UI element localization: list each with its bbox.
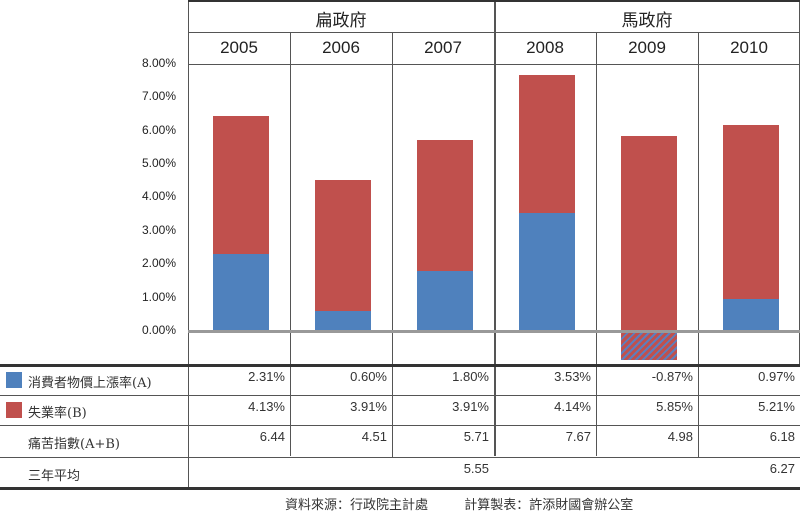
misery-value: 6.18 [769, 429, 795, 444]
year-header: 2005 [220, 38, 258, 57]
grid-line [290, 32, 291, 456]
grid-line [0, 457, 800, 458]
grid-line [392, 32, 393, 457]
grid-line [0, 487, 800, 490]
bar-unemployment-2010 [723, 124, 779, 299]
table-cell: 5.21% [758, 399, 795, 414]
misery-value: 6.44 [259, 429, 285, 444]
bar-cpi-2006 [315, 310, 371, 331]
year-header: 2008 [526, 38, 564, 57]
misery-label: 痛苦指數(A+B) [28, 437, 120, 452]
grid-line [596, 32, 597, 456]
grid-line [188, 32, 800, 33]
bar-unemployment-2009 [621, 135, 677, 331]
bar-cpi-2008 [519, 213, 575, 331]
misery-value: 4.98 [667, 429, 693, 444]
government-header: 扁政府 [315, 11, 367, 31]
y-tick-label: 2.00% [141, 256, 176, 271]
bar-cpi-2005 [213, 253, 269, 331]
grid-line [0, 425, 800, 426]
y-tick-label: 0.00% [141, 323, 176, 337]
bar-unemployment-2006 [315, 180, 371, 311]
y-tick-label: 8.00% [141, 55, 176, 70]
table-cell: 4.14% [554, 399, 591, 414]
avg-value: 5.55 [463, 461, 489, 476]
grid-line [698, 32, 699, 457]
bar-cpi-2009 [621, 331, 677, 361]
y-tick-label: 1.00% [141, 289, 176, 304]
table-cell: 2.31% [248, 369, 285, 384]
grid-line [188, 64, 800, 65]
table-cell: 0.97% [758, 369, 795, 384]
misery-value: 7.67 [565, 429, 591, 444]
grid-line [188, 0, 800, 2]
table-cell: 3.91% [452, 399, 489, 414]
table-cell: 4.13% [248, 399, 285, 414]
grid-line [494, 0, 496, 456]
misery-value: 5.71 [463, 429, 489, 444]
y-tick-label: 6.00% [141, 122, 176, 137]
bar-unemployment-2008 [519, 74, 575, 214]
table-cell: 1.80% [452, 369, 489, 384]
legend-label: 消費者物價上漲率(A) [28, 376, 152, 391]
legend-swatch [6, 372, 22, 388]
misery-value: 4.51 [361, 429, 387, 444]
grid-line [188, 0, 189, 488]
y-tick-label: 7.00% [141, 89, 176, 104]
avg-label: 三年平均 [28, 469, 81, 484]
year-header: 2010 [730, 38, 768, 57]
bar-cpi-2010 [723, 298, 779, 331]
y-tick-label: 5.00% [141, 156, 176, 170]
grid-line [0, 395, 800, 396]
bar-unemployment-2005 [213, 115, 269, 254]
bar-unemployment-2007 [417, 140, 473, 271]
table-cell: -0.87% [651, 369, 693, 384]
zero-axis [188, 330, 800, 333]
year-header: 2009 [628, 38, 666, 57]
avg-value: 6.27 [769, 461, 795, 476]
table-cell: 3.53% [554, 369, 591, 384]
year-header: 2007 [424, 38, 462, 57]
maker-note: 計算製表：許添財國會辦公室 [464, 498, 634, 513]
table-cell: 5.85% [656, 399, 693, 414]
grid-line [0, 364, 800, 367]
y-tick-label: 3.00% [141, 222, 176, 237]
source-note: 資料來源：行政院主計處 [285, 498, 429, 513]
legend-swatch [6, 402, 22, 418]
government-header: 馬政府 [621, 11, 673, 31]
table-cell: 3.91% [350, 399, 387, 414]
legend-label: 失業率(B) [28, 406, 87, 421]
table-cell: 0.60% [350, 369, 387, 384]
footer: 資料來源：行政院主計處 計算製表：許添財國會辦公室 [285, 494, 633, 513]
y-tick-label: 4.00% [141, 189, 176, 204]
bar-cpi-2007 [417, 270, 473, 331]
year-header: 2006 [322, 38, 360, 57]
